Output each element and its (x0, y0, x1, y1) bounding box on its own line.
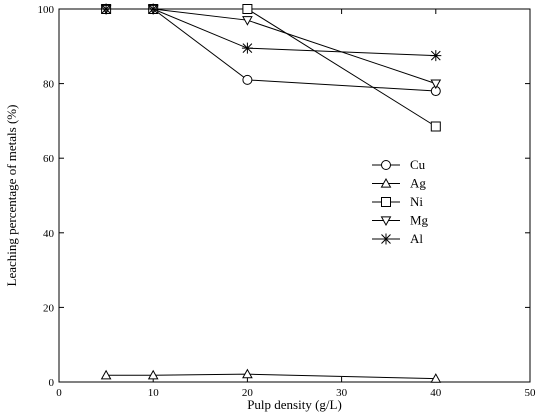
legend: Cu Ag Ni Mg Al (372, 157, 429, 246)
legend-label-mg: Mg (410, 213, 429, 228)
series-line-ni (106, 8, 437, 127)
series-line-cu (106, 8, 436, 92)
y-axis-title: Leaching percentage of metals (%) (4, 105, 19, 287)
data-point-al (241, 42, 253, 54)
legend-item-al: Al (372, 231, 423, 246)
series-line-mg (106, 8, 436, 85)
x-tick-label: 30 (336, 387, 348, 399)
data-point-al (147, 3, 159, 15)
series-mg (100, 4, 442, 90)
legend-label-ni: Ni (410, 194, 423, 209)
legend-item-mg: Mg (372, 213, 429, 228)
y-tick-label: 20 (43, 302, 55, 314)
plot-frame (58, 8, 531, 383)
legend-marker-ni (381, 197, 391, 207)
legend-marker-mg (380, 216, 392, 227)
legend-item-ag: Ag (372, 176, 426, 191)
y-tick-label: 80 (43, 79, 55, 91)
legend-item-cu: Cu (372, 157, 426, 172)
data-point-ni (242, 4, 253, 14)
data-point-cu (242, 74, 253, 85)
legend-marker-cu (381, 160, 391, 170)
series-al (100, 3, 442, 62)
legend-label-ag: Ag (410, 176, 426, 191)
data-point-ag (100, 369, 112, 380)
data-point-ag (147, 369, 159, 380)
series-layer (100, 3, 442, 383)
series-cu (101, 4, 441, 97)
x-tick-label: 40 (430, 387, 442, 399)
data-point-mg (242, 16, 253, 26)
y-tick-label: 100 (38, 4, 55, 16)
data-point-mg (430, 79, 442, 90)
x-tick-label: 10 (148, 387, 160, 399)
data-point-al (430, 50, 442, 62)
x-tick-label: 20 (242, 387, 254, 399)
y-tick-label: 40 (43, 228, 55, 240)
y-tick-label: 0 (49, 377, 55, 389)
series-line-ag (106, 373, 436, 380)
legend-label-al: Al (410, 231, 423, 246)
axes: 0 10 20 30 40 50 0 20 40 60 80 100 (38, 4, 537, 399)
y-tick-label: 60 (43, 153, 55, 165)
series-line-al (106, 8, 436, 57)
series-ag (100, 368, 442, 383)
x-tick-label: 50 (525, 387, 537, 399)
legend-marker-ag (380, 177, 392, 188)
legend-item-ni: Ni (372, 194, 423, 209)
data-point-ag (242, 368, 253, 379)
x-axis-title: Pulp density (g/L) (247, 397, 342, 412)
legend-marker-al (380, 233, 392, 245)
x-tick-label: 0 (56, 387, 62, 399)
data-point-ni (430, 121, 441, 132)
data-point-al (100, 3, 112, 15)
data-point-ag (430, 373, 442, 383)
legend-label-cu: Cu (410, 157, 426, 172)
